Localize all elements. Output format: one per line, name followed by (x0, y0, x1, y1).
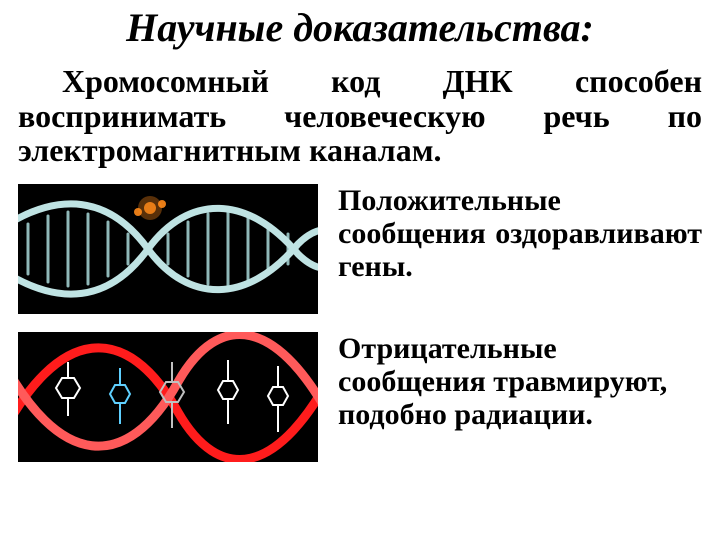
dna-image-positive (18, 184, 318, 314)
row-positive: Положительные сообщения оздорав­ливают г… (18, 184, 702, 314)
dna-svg-positive (18, 184, 318, 314)
slide-title: Научные доказательства: (18, 6, 702, 50)
slide: Научные доказательства: Хромосомный код … (0, 0, 720, 540)
row-negative: Отрицательные сообщения травмируют, подо… (18, 332, 702, 462)
caption-negative: Отрицательные сообщения травмируют, подо… (338, 332, 702, 431)
caption-positive: Положительные сообщения оздорав­ливают г… (338, 184, 702, 283)
dna-svg-negative (18, 332, 318, 462)
dna-image-negative (18, 332, 318, 462)
intro-paragraph: Хромосомный код ДНК способен воспринимат… (18, 64, 702, 168)
